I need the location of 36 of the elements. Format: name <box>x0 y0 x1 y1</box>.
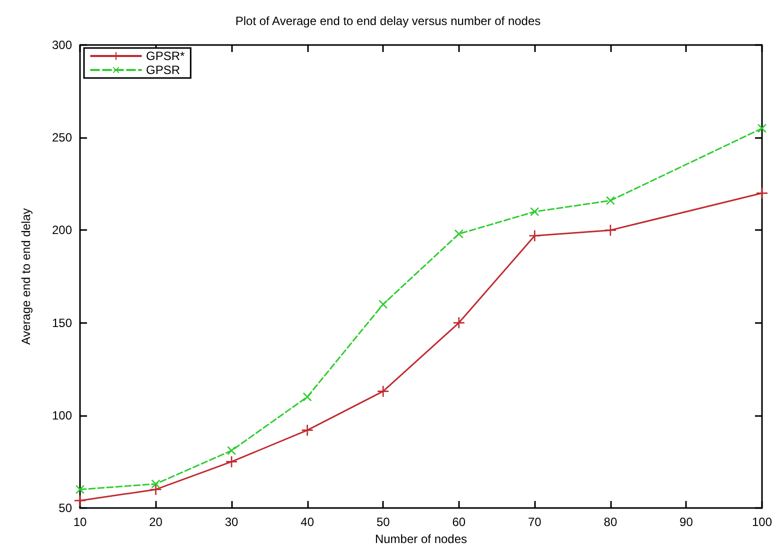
legend-label: GPSR <box>146 63 180 77</box>
point <box>453 317 464 328</box>
x-tick-label: 60 <box>452 515 466 529</box>
x-tick-label: 50 <box>376 515 390 529</box>
point <box>606 196 615 205</box>
y-tick-label: 150 <box>52 316 72 330</box>
y-tick-label: 250 <box>52 130 72 145</box>
y-axis-title: Average end to end delay <box>19 208 33 345</box>
x-tick-label: 40 <box>300 515 314 529</box>
point <box>756 188 768 199</box>
y-tick-label: 200 <box>52 223 72 238</box>
x-tick-label: 90 <box>680 515 694 529</box>
point <box>378 300 388 309</box>
y-tick-label: 50 <box>58 501 72 515</box>
x-tick-label: 30 <box>224 515 239 529</box>
x-axis-title: Number of nodes <box>374 532 468 546</box>
legend-label: GPSR* <box>146 49 186 63</box>
point <box>454 230 464 238</box>
point <box>302 392 312 402</box>
point <box>529 230 540 242</box>
x-tick-label: 10 <box>73 515 87 529</box>
x-tick-label: 20 <box>149 515 163 529</box>
x-tick-label: 70 <box>528 515 542 529</box>
point <box>302 424 313 436</box>
point <box>151 480 160 488</box>
y-tick-label: 300 <box>52 38 72 52</box>
point <box>227 446 236 455</box>
x-tick-label: 100 <box>752 515 772 529</box>
point <box>604 224 616 236</box>
chart-title: Plot of Average end to end delay versus number of nodes <box>235 14 541 28</box>
x-tick-label: 80 <box>604 515 618 529</box>
point <box>758 124 766 133</box>
point <box>378 386 389 397</box>
point <box>530 207 540 216</box>
point <box>226 456 238 468</box>
y-tick-label: 100 <box>52 408 72 422</box>
